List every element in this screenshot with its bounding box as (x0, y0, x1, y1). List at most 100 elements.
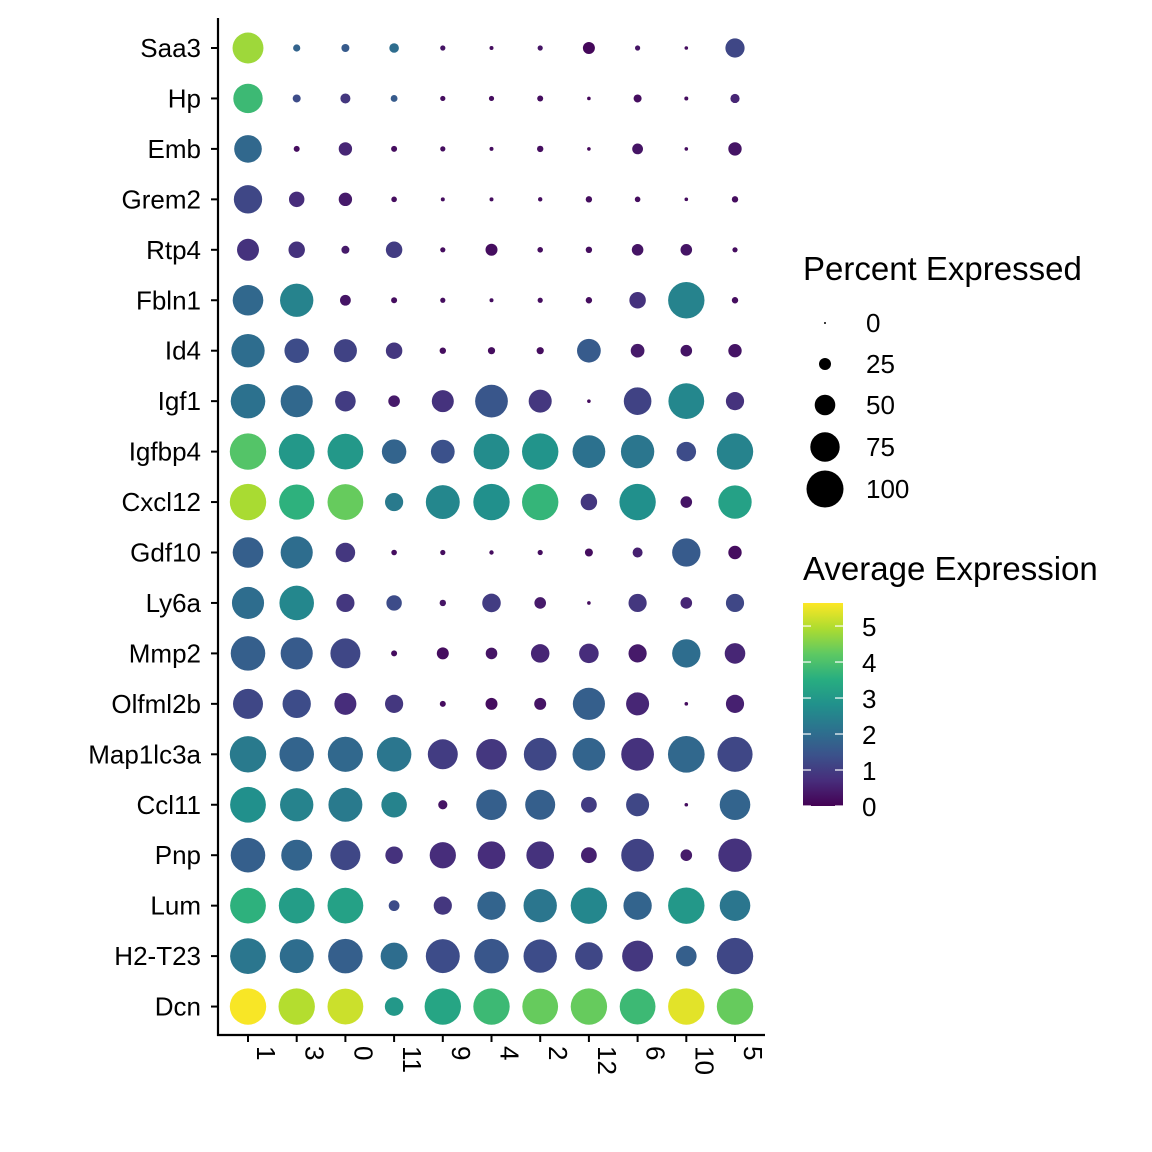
dot-Rtp4-cluster-2 (537, 247, 543, 253)
dot-Olfml2b-cluster-9 (439, 700, 446, 707)
dot-Dcn-cluster-9 (424, 988, 461, 1025)
dot-Gdf10-cluster-4 (489, 550, 494, 555)
dot-Fbln1-cluster-9 (440, 297, 446, 303)
dot-Rtp4-cluster-10 (680, 244, 693, 256)
dot-Fbln1-cluster-4 (489, 298, 494, 303)
dot-Id4-cluster-4 (487, 347, 496, 355)
dot-Saa3-cluster-3 (293, 44, 301, 52)
dot-Lum-cluster-1 (230, 887, 266, 924)
dot-Lum-cluster-11 (388, 900, 400, 912)
dot-Igf1-cluster-6 (623, 387, 652, 415)
dot-Cxcl12-cluster-9 (425, 485, 460, 520)
dot-Ccl11-cluster-11 (381, 791, 407, 818)
dot-Ccl11-cluster-0 (328, 787, 363, 822)
y-tick-label: Ly6a (146, 588, 202, 618)
dot-Cxcl12-cluster-4 (473, 483, 510, 521)
dot-Igf1-cluster-2 (528, 389, 552, 413)
dot-Mmp2-cluster-2 (530, 644, 550, 663)
dot-Hp-cluster-0 (340, 93, 351, 104)
y-tick-label: Dcn (155, 992, 201, 1022)
dot-Dcn-cluster-0 (327, 988, 364, 1025)
dot-Fbln1-cluster-6 (629, 292, 646, 309)
y-tick-label: Hp (168, 83, 201, 113)
dot-Ccl11-cluster-12 (581, 796, 597, 813)
dot-Mmp2-cluster-4 (485, 647, 498, 660)
x-tick-label: 5 (738, 1046, 768, 1060)
dot-Emb-cluster-0 (338, 142, 353, 156)
dot-Id4-cluster-10 (680, 344, 693, 357)
dot-Fbln1-cluster-1 (232, 284, 264, 316)
dot-Dcn-cluster-4 (473, 988, 510, 1025)
size-legend-key (814, 394, 836, 416)
y-tick-label: Pnp (155, 840, 201, 870)
dot-Saa3-cluster-1 (232, 32, 264, 64)
dot-Lum-cluster-10 (668, 887, 705, 924)
dot-Cxcl12-cluster-10 (680, 496, 693, 508)
dot-Igf1-cluster-10 (668, 383, 705, 420)
dot-Ly6a-cluster-4 (482, 593, 501, 613)
dot-Rtp4-cluster-1 (237, 238, 259, 261)
dot-Rtp4-cluster-11 (385, 241, 403, 259)
dot-Emb-cluster-9 (440, 146, 446, 152)
x-tick-label: 2 (543, 1046, 573, 1060)
dot-H2-T23-cluster-12 (575, 942, 603, 970)
dot-Hp-cluster-3 (292, 94, 301, 103)
dot-Cxcl12-cluster-6 (619, 483, 656, 521)
dot-Ly6a-cluster-9 (439, 599, 446, 607)
colorbar-label: 2 (862, 720, 876, 750)
dot-Saa3-cluster-12 (582, 42, 595, 54)
dot-Ly6a-cluster-11 (386, 595, 402, 611)
dot-Ccl11-cluster-9 (438, 800, 448, 810)
dot-Fbln1-cluster-12 (585, 297, 593, 304)
dot-Grem2-cluster-3 (288, 191, 305, 208)
dot-Ccl11-cluster-1 (230, 786, 266, 823)
dot-Emb-cluster-2 (537, 145, 544, 153)
dot-Lum-cluster-2 (523, 888, 557, 923)
size-legend-key (810, 432, 840, 462)
dot-Map1lc3a-cluster-3 (279, 737, 314, 772)
dot-Emb-cluster-5 (728, 142, 742, 156)
dot-Map1lc3a-cluster-1 (229, 736, 267, 773)
dot-H2-T23-cluster-2 (523, 939, 557, 973)
dot-Igf1-cluster-11 (388, 395, 400, 407)
dot-Hp-cluster-5 (730, 93, 740, 104)
dot-Igf1-cluster-1 (230, 383, 266, 419)
dot-Map1lc3a-cluster-4 (476, 738, 507, 770)
size-legend-title: Percent Expressed (803, 250, 1082, 287)
dot-Lum-cluster-12 (570, 887, 608, 924)
dot-Fbln1-cluster-5 (731, 297, 739, 304)
dot-Grem2-cluster-1 (233, 185, 263, 214)
dot-Lum-cluster-9 (433, 896, 452, 915)
dot-Cxcl12-cluster-5 (718, 485, 752, 519)
y-tick-label: Rtp4 (146, 235, 201, 265)
dot-H2-T23-cluster-10 (676, 945, 697, 967)
dot-Ly6a-cluster-12 (587, 601, 591, 605)
dot-Olfml2b-cluster-0 (334, 692, 357, 715)
dot-Rtp4-cluster-3 (288, 241, 305, 259)
x-tick-label: 10 (689, 1046, 719, 1075)
dot-Rtp4-cluster-5 (732, 247, 738, 253)
y-tick-label: Map1lc3a (88, 739, 201, 769)
dot-Rtp4-cluster-4 (485, 243, 498, 256)
dot-Igfbp4-cluster-10 (676, 441, 697, 462)
x-tick-label: 12 (592, 1046, 622, 1075)
dot-Grem2-cluster-10 (684, 197, 689, 202)
dot-Saa3-cluster-5 (725, 38, 745, 58)
dot-Dcn-cluster-11 (384, 997, 404, 1016)
colorbar (803, 603, 843, 806)
dot-Igfbp4-cluster-6 (620, 434, 655, 469)
dot-Mmp2-cluster-12 (579, 643, 599, 664)
dot-Emb-cluster-10 (684, 147, 689, 151)
dot-Gdf10-cluster-0 (335, 542, 356, 563)
dot-Igfbp4-cluster-12 (572, 435, 606, 468)
dot-Hp-cluster-10 (684, 96, 689, 101)
dot-Emb-cluster-1 (234, 135, 262, 163)
dot-Cxcl12-cluster-2 (522, 483, 559, 521)
y-tick-label: Emb (148, 134, 201, 164)
dot-Olfml2b-cluster-2 (534, 697, 547, 710)
dot-Dcn-cluster-12 (570, 988, 608, 1025)
dot-Mmp2-cluster-5 (724, 643, 746, 664)
dot-Mmp2-cluster-0 (330, 638, 361, 669)
y-tick-label: Olfml2b (111, 689, 201, 719)
